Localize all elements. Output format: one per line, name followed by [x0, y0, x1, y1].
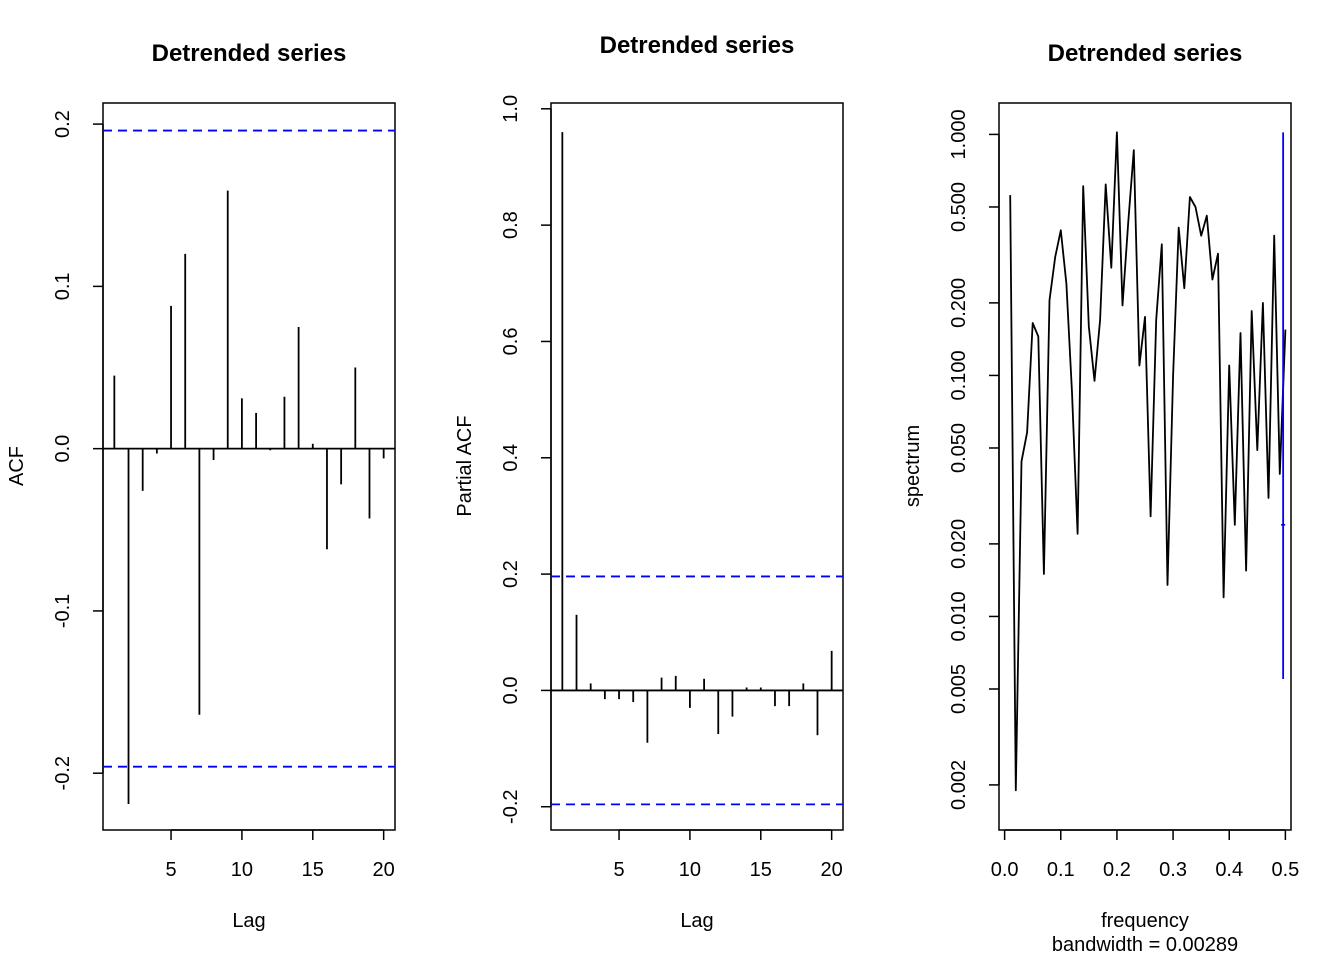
acf-y-tick-label: 0.1 [52, 272, 74, 300]
spectrum-y-tick-label: 0.002 [948, 760, 970, 810]
acf-x-tick-label: 20 [373, 859, 395, 881]
spectrum-y-tick-label: 0.200 [948, 278, 970, 328]
pacf-x-axis-label: Lag [680, 910, 713, 932]
spectrum-y-axis-label: spectrum [902, 425, 924, 507]
spectrum-y-tick-label: 0.050 [948, 423, 970, 473]
acf-x-tick-label: 15 [302, 859, 324, 881]
pacf-y-axis-label: Partial ACF [454, 415, 476, 516]
acf-title: Detrended series [152, 40, 347, 67]
pacf-panel: Detrended series Lag Partial ACF 5 10 15 20… [454, 32, 844, 932]
acf-plot-frame [102, 102, 396, 831]
spectrum-marks [1009, 131, 1287, 792]
spectrum-line [1009, 131, 1287, 792]
pacf-y-tick-label: 1.0 [500, 95, 522, 123]
pacf-x-tick-label: 5 [613, 859, 624, 881]
spectrum-x-tick-label: 0.2 [1103, 859, 1131, 881]
spectrum-y-tick-label: 1.000 [948, 109, 970, 159]
acf-x-tick-label: 10 [231, 859, 253, 881]
acf-y-tick-label: 0.0 [52, 435, 74, 463]
pacf-x-tick-label: 15 [750, 859, 772, 881]
pacf-plot-frame [550, 102, 844, 831]
spectrum-x-axis-label: frequency [1101, 910, 1189, 932]
spectrum-title: Detrended series [1048, 40, 1243, 67]
pacf-title: Detrended series [600, 32, 795, 59]
spectrum-x-tick-label: 0.3 [1159, 859, 1187, 881]
spectrum-y-axis: 0.002 0.005 0.010 0.020 0.050 0.100 0.200 0.500… [948, 109, 1000, 810]
spectrum-x-tick-label: 0.4 [1215, 859, 1243, 881]
pacf-y-tick-label: 0.6 [500, 328, 522, 356]
spectrum-x-axis: 0.0 0.1 0.2 0.3 0.4 0.5 [991, 829, 1299, 881]
acf-y-axis-label: ACF [6, 446, 28, 486]
acf-panel: Detrended series Lag ACF 5 10 15 20 -0.2-0.… [6, 40, 396, 932]
spectrum-panel: Detrended series frequency bandwidth = 0… [902, 40, 1299, 956]
pacf-y-tick-label: 0.8 [500, 211, 522, 239]
spectrum-y-tick-label: 0.100 [948, 350, 970, 400]
acf-y-tick-label: -0.1 [52, 594, 74, 628]
spectrum-y-tick-label: 0.010 [948, 591, 970, 641]
spectrum-y-tick-label: 0.500 [948, 182, 970, 232]
spectrum-y-tick-label: 0.005 [948, 664, 970, 714]
pacf-x-axis: 5 10 15 20 [613, 829, 843, 881]
spectrum-y-tick-label: 0.020 [948, 519, 970, 569]
pacf-y-tick-label: 0.0 [500, 677, 522, 705]
acf-y-axis: -0.2 -0.1 0.0 0.1 0.2 [52, 110, 104, 790]
pacf-y-axis: -0.2 0.0 0.2 0.4 0.6 0.8 1.0 [500, 95, 552, 824]
pacf-x-tick-label: 20 [821, 859, 843, 881]
acf-y-tick-label: -0.2 [52, 756, 74, 790]
spectrum-x-tick-label: 0.1 [1047, 859, 1075, 881]
spectrum-plot-frame [998, 102, 1292, 831]
spectrum-x-tick-label: 0.0 [991, 859, 1019, 881]
spectrum-x-tick-label: 0.5 [1271, 859, 1299, 881]
acf-x-axis: 5 10 15 20 [165, 829, 395, 881]
acf-marks [103, 129, 395, 805]
pacf-y-tick-label: 0.4 [500, 444, 522, 472]
pacf-marks [551, 132, 843, 806]
acf-x-tick-label: 5 [165, 859, 176, 881]
spectrum-bandwidth-label: bandwidth = 0.00289 [1052, 934, 1238, 956]
pacf-y-tick-label: -0.2 [500, 790, 522, 824]
pacf-x-tick-label: 10 [679, 859, 701, 881]
acf-x-axis-label: Lag [232, 910, 265, 932]
acf-y-tick-label: 0.2 [52, 110, 74, 138]
pacf-y-tick-label: 0.2 [500, 560, 522, 588]
